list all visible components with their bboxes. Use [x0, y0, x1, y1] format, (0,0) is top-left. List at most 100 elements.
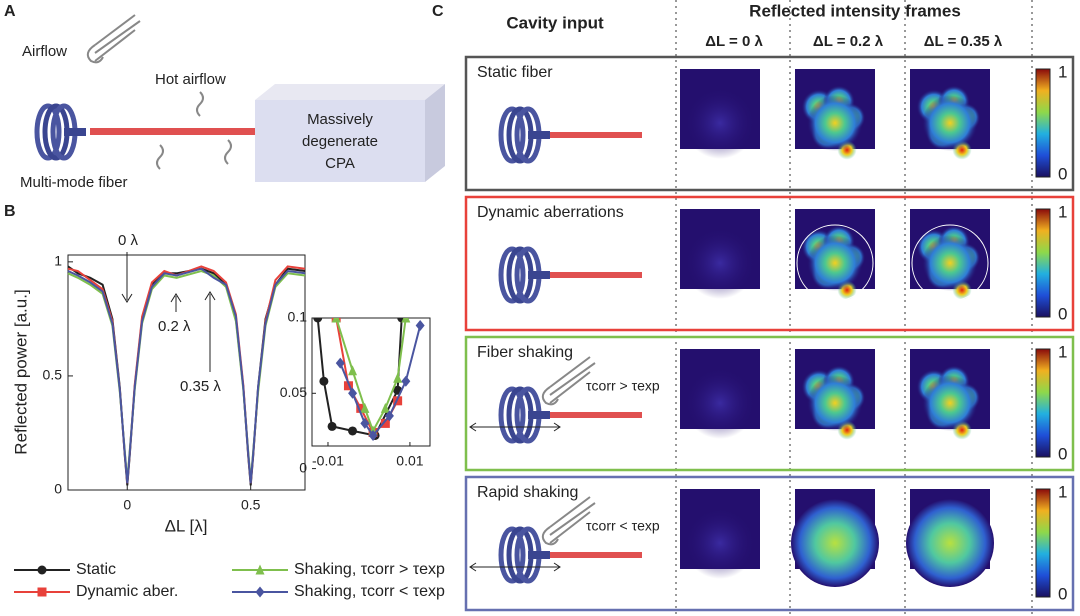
inset-frame [311, 317, 431, 447]
label: Multi-mode fiber [20, 174, 128, 191]
annotation: 0.35 λ [180, 378, 221, 395]
x-tick-label: 0.01 [396, 453, 423, 469]
fiber [550, 412, 642, 418]
legend-label: Static [76, 561, 116, 578]
colorbar [1035, 348, 1051, 458]
marker [384, 410, 394, 422]
y-axis-label: Reflected power [a.u.] [11, 289, 30, 454]
y-tick-label: 1 [54, 253, 62, 269]
marker [401, 318, 411, 323]
speckle [791, 499, 879, 587]
marker [360, 402, 370, 413]
marker [360, 417, 370, 429]
row-frame [464, 195, 1075, 332]
colorbar-label: 1 [1058, 202, 1067, 221]
marker [393, 372, 403, 383]
colorbar-label: 1 [1058, 62, 1067, 81]
airflow-icon [86, 14, 141, 64]
label: Massively [307, 111, 373, 128]
row-label: Rapid shaking [477, 484, 578, 501]
speckle [807, 95, 863, 151]
marker [348, 365, 358, 376]
box-top [255, 84, 445, 100]
colorbar [1035, 68, 1051, 178]
shake-arrow [469, 562, 561, 572]
y-tick-label: 0.5 [43, 367, 63, 383]
fiber [550, 272, 642, 278]
speckle [684, 227, 756, 299]
fiber-coil [501, 249, 550, 301]
speckle [906, 499, 994, 587]
x-tick-label: -0.01 [312, 453, 344, 469]
condition: τcorr > τexp [586, 378, 660, 394]
marker [313, 318, 323, 323]
speckle [807, 375, 863, 431]
arrow [204, 291, 216, 372]
fiber [550, 132, 642, 138]
y-tick-label: 0.05 [280, 384, 307, 400]
legend-label: Shaking, τcorr < τexp [294, 583, 445, 600]
marker [356, 403, 366, 413]
fiber-coil [501, 109, 550, 161]
annotation: 0.2 λ [158, 318, 191, 335]
colorbar-label: 0 [1058, 584, 1067, 603]
speckle [922, 235, 978, 291]
row-label: Dynamic aberrations [477, 204, 624, 221]
colorbar-label: 1 [1058, 482, 1067, 501]
fiber-coil [37, 106, 86, 158]
colorbar-label: 1 [1058, 342, 1067, 361]
column-header: Reflected intensity frames [749, 1, 961, 20]
plot-frame [67, 254, 306, 491]
column-header: Cavity input [506, 13, 604, 32]
speckle [922, 95, 978, 151]
x-tick-label: 0 [123, 497, 131, 513]
label: Hot airflow [155, 71, 226, 88]
marker [380, 402, 390, 413]
x-axis-label: ΔL [λ] [165, 516, 208, 535]
colorbar-label: 0 [1058, 444, 1067, 463]
marker [335, 357, 345, 369]
row-frame [464, 55, 1075, 192]
label: Airflow [22, 43, 67, 60]
row-label: Static fiber [477, 64, 553, 81]
marker [368, 429, 378, 441]
marker [331, 318, 341, 323]
legend-marker [255, 586, 265, 598]
speckle [684, 507, 756, 579]
legend-label: Dynamic aber. [76, 583, 178, 600]
panel-letter: B [4, 203, 16, 220]
marker [415, 320, 425, 332]
speckle [922, 375, 978, 431]
legend-label: Shaking, τcorr > τexp [294, 561, 445, 578]
row-frame [464, 475, 1075, 612]
colorbar-label: 0 [1058, 164, 1067, 183]
data-line [67, 267, 306, 484]
hot-air [156, 91, 232, 170]
aperture [796, 224, 874, 302]
marker [348, 426, 358, 436]
aperture [911, 224, 989, 302]
fiber [550, 552, 642, 558]
row-label: Fiber shaking [477, 344, 573, 361]
marker [319, 376, 329, 386]
legend-marker [37, 587, 47, 597]
marker [327, 421, 337, 431]
fiber [90, 128, 260, 135]
speckle [684, 87, 756, 159]
label: CPA [325, 155, 355, 172]
arrow [170, 293, 182, 312]
column-header: ΔL = 0.35 λ [924, 33, 1003, 50]
label: degenerate [302, 133, 378, 150]
panel-letter: A [4, 3, 16, 20]
column-header: ΔL = 0 λ [705, 33, 763, 50]
column-header: ΔL = 0.2 λ [813, 33, 884, 50]
colorbar [1035, 488, 1051, 598]
inset-plot [313, 318, 425, 441]
annotation: 0 λ [118, 232, 139, 249]
arrowhead [121, 293, 133, 303]
x-tick-label: 0.5 [241, 497, 261, 513]
marker [401, 375, 411, 387]
panel-letter: C [432, 3, 444, 20]
box-side [425, 84, 445, 182]
